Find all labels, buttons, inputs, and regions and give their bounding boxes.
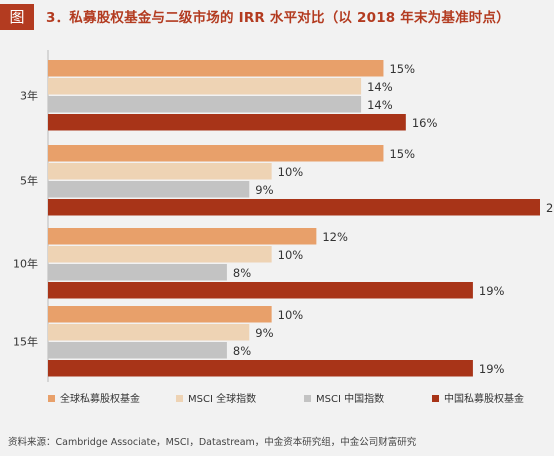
bar-3-0 (48, 306, 272, 323)
data-label-2-1: 10% (278, 248, 304, 262)
bar-2-0 (48, 228, 317, 245)
data-label-2-0: 12% (322, 230, 348, 244)
data-label-0-2: 14% (367, 98, 393, 112)
legend-label-0: 全球私募股权基金 (60, 392, 140, 405)
category-label-2: 10年 (13, 256, 38, 270)
bar-0-1 (48, 78, 362, 95)
data-label-1-2: 9% (255, 183, 273, 197)
bar-1-2 (48, 181, 250, 198)
bar-2-1 (48, 246, 272, 263)
chart-title: 3．私募股权基金与二级市场的 IRR 水平对比（以 2018 年末为基准时点） (46, 10, 510, 26)
bar-3-3 (48, 360, 473, 377)
legend-label-2: MSCI 中国指数 (316, 392, 384, 405)
data-label-1-1: 10% (278, 165, 304, 179)
data-label-0-1: 14% (367, 80, 393, 94)
bar-0-0 (48, 60, 384, 77)
data-label-3-0: 10% (278, 308, 304, 322)
legend-label-1: MSCI 全球指数 (188, 392, 256, 405)
legend-label-3: 中国私募股权基金 (444, 392, 524, 405)
data-label-3-2: 8% (233, 344, 251, 358)
bar-1-0 (48, 145, 384, 162)
bar-1-1 (48, 163, 272, 180)
bar-3-2 (48, 342, 227, 359)
data-label-1-3: 22% (546, 201, 554, 215)
bar-1-3 (48, 199, 540, 216)
category-label-3: 15年 (13, 334, 38, 348)
bar-3-1 (48, 324, 250, 341)
bar-2-2 (48, 264, 227, 281)
legend-swatch-0 (48, 395, 55, 402)
legend-swatch-1 (176, 395, 183, 402)
data-label-3-3: 19% (479, 362, 505, 376)
data-label-0-0: 15% (389, 62, 415, 76)
data-label-1-0: 15% (389, 147, 415, 161)
bar-0-2 (48, 96, 362, 113)
category-label-0: 3年 (20, 88, 38, 102)
data-label-2-3: 19% (479, 284, 505, 298)
bar-2-3 (48, 282, 473, 299)
legend-swatch-3 (432, 395, 439, 402)
title-bar: 图 3．私募股权基金与二级市场的 IRR 水平对比（以 2018 年末为基准时点… (0, 0, 554, 34)
bar-chart: 3年 15% 14% 14% 16% 5年 15% 10% 9% 22% 10年 12% 10% 8% 19… (13, 50, 554, 405)
data-label-3-1: 9% (255, 326, 273, 340)
legend-swatch-2 (304, 395, 311, 402)
data-label-0-3: 16% (412, 116, 438, 130)
bar-0-3 (48, 114, 406, 131)
category-label-1: 5年 (20, 173, 38, 187)
data-label-2-2: 8% (233, 266, 251, 280)
figure-tag: 图 (0, 4, 34, 30)
source-note: 资料来源：Cambridge Associate，MSCI，Datastream… (8, 437, 417, 448)
